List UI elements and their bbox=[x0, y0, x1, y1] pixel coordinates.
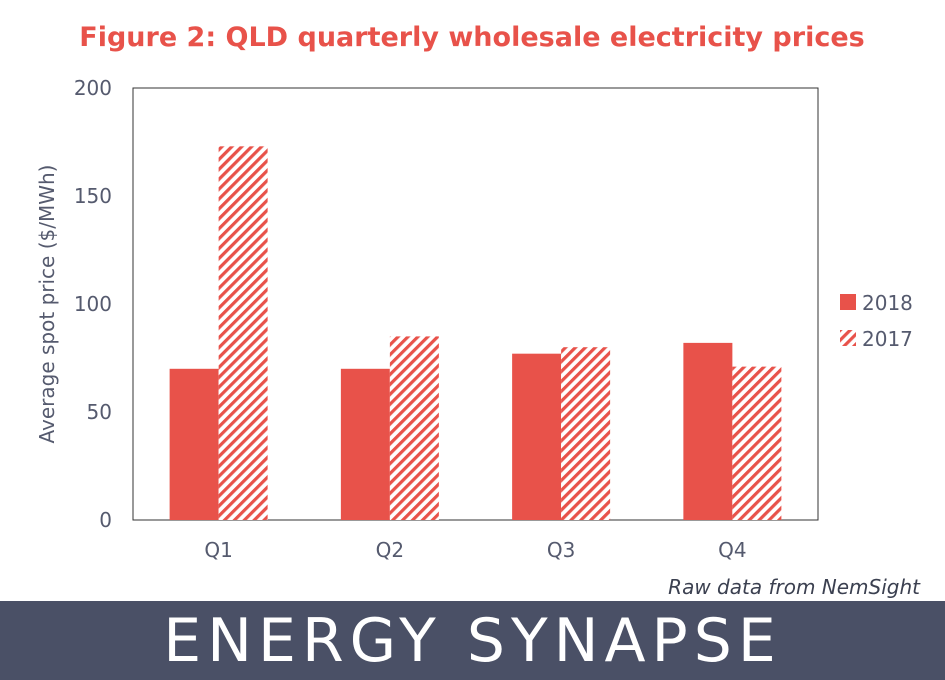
energy-synapse-logo: ENERGY SYNAPSE bbox=[163, 605, 782, 676]
y-tick-label: 50 bbox=[87, 400, 112, 424]
bar-2018-Q1 bbox=[169, 368, 219, 520]
x-tick-label: Q4 bbox=[718, 538, 746, 562]
chart-title: Figure 2: QLD quarterly wholesale electr… bbox=[79, 22, 864, 53]
legend-label-2018: 2018 bbox=[862, 291, 913, 315]
y-tick-label: 100 bbox=[74, 292, 112, 316]
legend-label-2017: 2017 bbox=[862, 327, 913, 351]
bar-2018-Q3 bbox=[512, 353, 562, 520]
x-tick-label: Q3 bbox=[547, 538, 575, 562]
energy-synapse-banner: ENERGY SYNAPSE bbox=[0, 601, 945, 680]
plot-area bbox=[132, 87, 819, 521]
bar-2018-Q2 bbox=[340, 368, 390, 520]
source-annotation: Raw data from NemSight bbox=[668, 575, 921, 599]
bar-2017-Q4 bbox=[732, 366, 782, 520]
bar-2018-Q4 bbox=[683, 342, 733, 520]
x-tick-label: Q2 bbox=[376, 538, 404, 562]
bar-2017-Q3 bbox=[561, 347, 611, 520]
x-tick-label: Q1 bbox=[204, 538, 232, 562]
bar-2017-Q2 bbox=[389, 336, 439, 520]
y-axis-label: Average spot price ($/MWh) bbox=[35, 165, 59, 444]
bar-2017-Q1 bbox=[218, 146, 268, 520]
y-tick-label: 0 bbox=[99, 508, 112, 532]
legend-swatch-2017 bbox=[840, 330, 856, 346]
legend-swatch-2018 bbox=[840, 294, 856, 310]
y-tick-label: 200 bbox=[74, 76, 112, 100]
chart: Figure 2: QLD quarterly wholesale electr… bbox=[35, 22, 921, 599]
y-tick-label: 150 bbox=[74, 184, 112, 208]
